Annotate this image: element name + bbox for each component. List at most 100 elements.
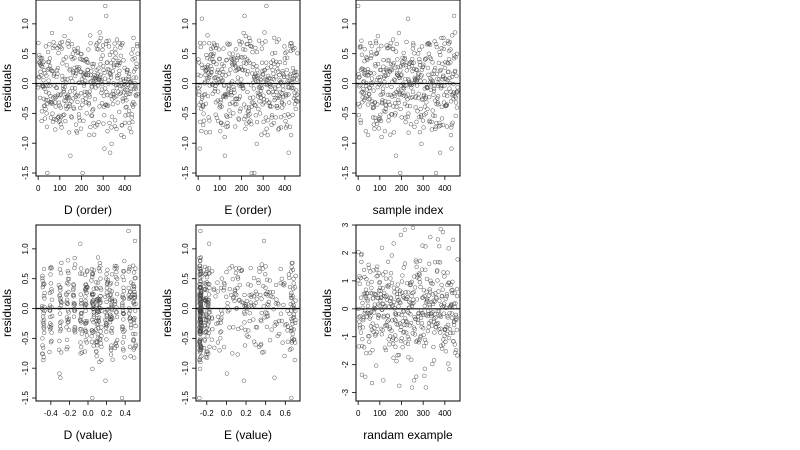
points-group: [356, 225, 460, 390]
data-point: [224, 371, 230, 376]
data-point: [417, 272, 422, 277]
data-point: [383, 106, 388, 112]
data-point: [419, 44, 425, 49]
data-point: [265, 73, 271, 79]
data-point: [427, 95, 432, 100]
data-point: [389, 84, 394, 90]
data-point: [134, 41, 140, 47]
data-point: [40, 304, 45, 309]
data-point: [85, 268, 90, 273]
data-point: [71, 286, 76, 291]
data-point: [265, 65, 270, 71]
data-point: [278, 311, 284, 316]
data-point: [398, 68, 403, 73]
data-point: [218, 129, 223, 134]
data-point: [451, 322, 457, 328]
data-point: [399, 336, 404, 341]
data-point: [103, 294, 108, 299]
data-point: [264, 97, 270, 103]
data-point: [369, 53, 374, 58]
data-point: [120, 83, 125, 88]
data-point: [286, 85, 292, 90]
data-point: [232, 287, 238, 292]
data-point: [59, 260, 64, 266]
data-point: [56, 115, 61, 120]
data-point: [393, 153, 399, 158]
data-point: [105, 60, 110, 65]
data-point: [95, 83, 101, 89]
data-point: [243, 61, 249, 66]
data-point: [226, 42, 231, 47]
data-point: [206, 77, 211, 82]
data-point: [250, 64, 255, 70]
data-point: [91, 132, 97, 137]
data-point: [446, 69, 451, 74]
data-point: [274, 39, 279, 45]
data-point: [447, 75, 452, 81]
data-point: [361, 91, 366, 96]
data-point: [357, 323, 363, 328]
data-point: [243, 304, 249, 309]
data-point: [73, 122, 79, 127]
data-point: [372, 325, 377, 331]
data-point: [76, 115, 82, 120]
data-point: [362, 97, 367, 103]
data-point: [62, 76, 68, 82]
data-point: [444, 124, 450, 129]
data-point: [439, 35, 444, 41]
data-point: [109, 296, 114, 301]
data-point: [364, 276, 369, 282]
data-point: [287, 100, 292, 105]
data-point: [88, 79, 94, 84]
data-point: [292, 90, 297, 95]
data-point: [359, 66, 365, 71]
data-point: [84, 340, 89, 345]
data-point: [288, 71, 293, 77]
data-point: [126, 306, 132, 311]
data-point: [427, 55, 433, 60]
data-point: [127, 91, 133, 97]
data-point: [375, 85, 380, 90]
data-point: [387, 44, 392, 49]
data-point: [407, 103, 413, 109]
data-point: [131, 270, 137, 275]
data-point: [426, 311, 431, 317]
y-axis-title: residuals: [320, 64, 334, 112]
data-point: [199, 128, 204, 134]
data-point: [411, 289, 416, 295]
data-point: [204, 75, 210, 81]
data-point: [231, 61, 236, 66]
data-point: [270, 289, 276, 295]
data-point: [119, 122, 125, 128]
y-tick-label: 0.0: [341, 77, 350, 89]
data-point: [199, 106, 204, 112]
data-point: [284, 322, 289, 327]
data-point: [283, 94, 289, 99]
data-point: [215, 98, 220, 103]
data-point: [88, 41, 93, 46]
data-point: [435, 94, 441, 99]
data-point: [420, 295, 425, 300]
data-point: [230, 51, 235, 56]
data-point: [113, 46, 118, 51]
data-point: [51, 73, 56, 78]
data-point: [259, 262, 264, 267]
data-point: [107, 71, 112, 76]
data-point: [90, 274, 95, 280]
points-group: [36, 3, 140, 176]
data-point: [438, 52, 443, 58]
x-tick-label: 0.0: [82, 409, 94, 418]
data-point: [401, 50, 406, 56]
data-point: [247, 311, 252, 316]
data-point: [41, 84, 46, 90]
data-point: [131, 347, 136, 352]
data-point: [111, 62, 116, 67]
data-point: [364, 351, 369, 356]
data-point: [64, 337, 70, 342]
data-point: [207, 271, 212, 276]
data-point: [92, 76, 97, 81]
data-point: [49, 68, 54, 74]
data-point: [258, 77, 263, 83]
data-point: [365, 299, 370, 304]
